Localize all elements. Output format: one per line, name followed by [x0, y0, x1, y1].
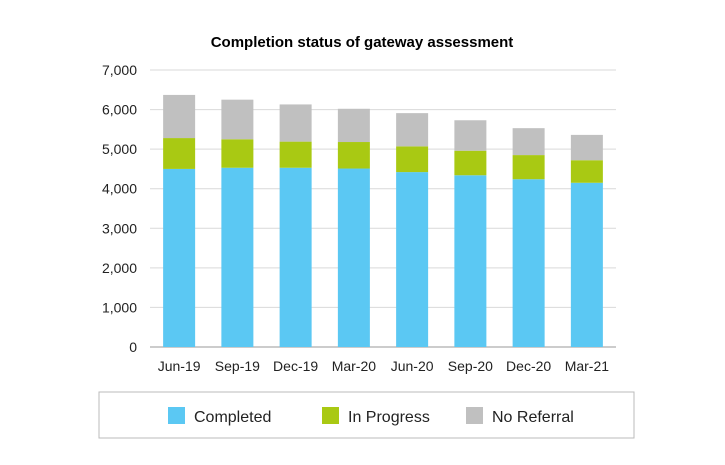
- x-tick-label: Dec-20: [506, 358, 551, 374]
- bar-segment-in-progress: [570, 160, 603, 183]
- bar-segment-completed: [454, 175, 487, 347]
- bar-segment-no-referral: [454, 120, 487, 151]
- x-tick-label: Sep-19: [215, 358, 260, 374]
- x-tick-label: Sep-20: [448, 358, 493, 374]
- bar-segment-completed: [163, 168, 196, 347]
- bar-segment-in-progress: [279, 141, 312, 168]
- x-tick-label: Dec-19: [273, 358, 318, 374]
- legend-swatch: [168, 407, 185, 424]
- legend-box: [98, 391, 635, 439]
- bar-segment-no-referral: [512, 128, 545, 156]
- legend-swatch: [322, 407, 339, 424]
- bar-segment-in-progress: [221, 139, 254, 168]
- bar-segment-no-referral: [221, 99, 254, 140]
- legend: Completed In Progress No Referral: [98, 391, 635, 439]
- gridlines: [150, 69, 616, 348]
- bar-segment-completed: [570, 182, 603, 347]
- x-tick-label: Jun-19: [158, 358, 201, 374]
- bar-segment-no-referral: [337, 108, 370, 143]
- bar-segment-completed: [396, 172, 429, 347]
- x-tick-label: Mar-20: [332, 358, 377, 374]
- y-tick-label: 7,000: [102, 62, 137, 78]
- bar-segment-in-progress: [454, 150, 487, 176]
- bar-segment-completed: [337, 168, 370, 347]
- legend-swatch: [466, 407, 483, 424]
- bar-segment-no-referral: [396, 113, 429, 147]
- bar-segment-no-referral: [163, 94, 196, 139]
- y-tick-label: 3,000: [102, 220, 137, 236]
- x-tick-label: Mar-21: [565, 358, 610, 374]
- bar-segment-in-progress: [512, 155, 545, 180]
- y-tick-label: 2,000: [102, 260, 137, 276]
- y-tick-label: 1,000: [102, 299, 137, 315]
- bars: [163, 94, 603, 347]
- legend-label: No Referral: [492, 409, 574, 426]
- bar-segment-in-progress: [396, 146, 429, 173]
- x-tick-label: Jun-20: [391, 358, 434, 374]
- bar-segment-in-progress: [337, 142, 370, 169]
- bar-segment-completed: [512, 179, 545, 347]
- y-axis: 0 1,000 2,000 3,000 4,000 5,000 6,000 7,000: [102, 62, 137, 355]
- bar-segment-completed: [279, 167, 312, 347]
- y-tick-label: 4,000: [102, 181, 137, 197]
- y-tick-label: 6,000: [102, 102, 137, 118]
- legend-label: In Progress: [348, 409, 430, 426]
- bar-segment-completed: [221, 167, 254, 347]
- legend-label: Completed: [194, 409, 271, 426]
- bar-segment-no-referral: [279, 104, 312, 142]
- bar-segment-in-progress: [163, 138, 196, 169]
- x-axis: Jun-19 Sep-19 Dec-19 Mar-20 Jun-20 Sep-20 Dec-…: [158, 358, 610, 374]
- y-tick-label: 5,000: [102, 141, 137, 157]
- chart-title: Completion status of gateway assessment: [211, 34, 514, 51]
- y-tick-label: 0: [129, 339, 137, 355]
- bar-segment-no-referral: [570, 134, 603, 161]
